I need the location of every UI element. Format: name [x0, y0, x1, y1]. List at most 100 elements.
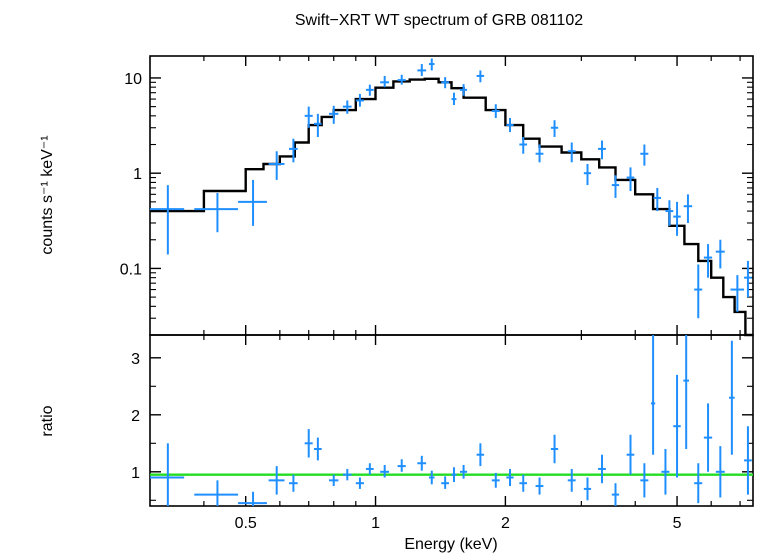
- data-point: [715, 239, 725, 269]
- data-point: [328, 474, 339, 487]
- data-point: [460, 464, 468, 479]
- data-point: [583, 163, 592, 186]
- data-point: [380, 464, 390, 478]
- data-point: [640, 144, 649, 166]
- model-curve: [150, 77, 753, 337]
- data-point: [365, 84, 374, 96]
- x-tick-labels: 0.5 1 2 5: [235, 515, 682, 532]
- data-point: [550, 434, 559, 464]
- data-point: [268, 466, 285, 495]
- data-point: [626, 167, 635, 192]
- data-point: [428, 470, 435, 485]
- x-tick-label: 5: [673, 515, 682, 532]
- data-point: [288, 138, 298, 163]
- data-point: [304, 106, 313, 128]
- data-point: [342, 468, 352, 481]
- data-point: [665, 200, 674, 226]
- data-point: [730, 275, 745, 312]
- data-point: [626, 434, 635, 475]
- data-point: [694, 463, 703, 504]
- ratio-y-tick-labels: 1 2 3: [131, 351, 140, 482]
- data-point: [194, 192, 239, 233]
- data-point: [476, 443, 485, 467]
- data-point: [150, 443, 185, 506]
- data-point: [598, 140, 606, 160]
- data-point: [451, 467, 457, 483]
- data-point: [519, 474, 528, 492]
- data-point: [611, 175, 620, 198]
- data-point: [417, 64, 427, 76]
- data-point: [535, 477, 544, 495]
- ratio-panel-frame: [149, 334, 754, 507]
- data-point: [268, 151, 285, 180]
- data-point: [506, 468, 514, 487]
- y-tick-label: 1: [131, 465, 140, 482]
- data-point: [314, 437, 322, 461]
- data-point: [611, 483, 620, 506]
- data-point: [428, 58, 435, 71]
- data-point: [288, 474, 298, 492]
- y-tick-label: 10: [124, 71, 142, 88]
- data-point: [519, 136, 528, 154]
- ratio-axis-ticks: [150, 335, 753, 506]
- data-point: [661, 449, 670, 495]
- data-point: [506, 117, 514, 133]
- ratio-panel: 1 2 3 0.5 1 2 5 ratio Energy (keV): [39, 334, 754, 553]
- data-point: [583, 477, 592, 501]
- data-point: [355, 93, 364, 107]
- data-point: [567, 142, 576, 163]
- data-point: [653, 187, 662, 212]
- spectrum-data-points: [150, 58, 752, 319]
- data-point: [355, 477, 364, 489]
- data-point: [380, 75, 390, 88]
- x-tick-label: 2: [501, 515, 510, 532]
- data-point: [703, 244, 713, 278]
- data-point: [238, 491, 267, 506]
- data-point: [476, 70, 485, 83]
- ratio-data-points: [150, 335, 752, 506]
- spectrum-panel: 0.1 1 10 counts s⁻¹ keV⁻¹: [39, 55, 754, 337]
- data-point: [491, 472, 500, 488]
- data-point: [417, 455, 427, 471]
- data-point: [150, 185, 185, 255]
- data-point: [328, 105, 339, 124]
- data-point: [598, 454, 606, 484]
- data-point: [683, 194, 693, 223]
- model-step-line: [150, 77, 753, 337]
- data-point: [673, 201, 681, 236]
- spectrum-panel-frame: [149, 55, 754, 336]
- data-point: [314, 113, 322, 137]
- data-point: [673, 374, 681, 478]
- spectrum-y-tick-labels: 0.1 1 10: [120, 71, 142, 278]
- data-point: [304, 429, 313, 458]
- data-point: [441, 77, 449, 89]
- data-point: [441, 476, 449, 489]
- data-point: [238, 179, 267, 226]
- y-tick-label: 3: [131, 351, 140, 368]
- data-point: [460, 84, 468, 96]
- x-tick-label: 0.5: [235, 515, 257, 532]
- y-tick-label: 2: [131, 408, 140, 425]
- data-point: [342, 100, 352, 114]
- spectrum-y-axis-label: counts s⁻¹ keV⁻¹: [39, 135, 56, 254]
- data-point: [744, 426, 752, 495]
- data-point: [703, 403, 713, 472]
- data-point: [744, 260, 752, 298]
- y-tick-label: 1: [133, 166, 142, 183]
- data-point: [397, 459, 406, 472]
- spectrum-axis-ticks: [150, 56, 753, 335]
- data-point: [365, 463, 374, 475]
- data-point: [567, 468, 576, 492]
- data-point: [715, 446, 725, 498]
- data-point: [694, 264, 703, 319]
- y-tick-label: 0.1: [120, 261, 142, 278]
- ratio-y-axis-label: ratio: [39, 405, 56, 436]
- data-point: [550, 120, 559, 137]
- data-point: [451, 92, 457, 105]
- chart-title: Swift−XRT WT spectrum of GRB 081102: [295, 12, 583, 29]
- x-axis-label: Energy (keV): [404, 536, 497, 553]
- data-point: [535, 144, 544, 163]
- x-tick-label: 1: [371, 515, 380, 532]
- data-point: [729, 340, 735, 455]
